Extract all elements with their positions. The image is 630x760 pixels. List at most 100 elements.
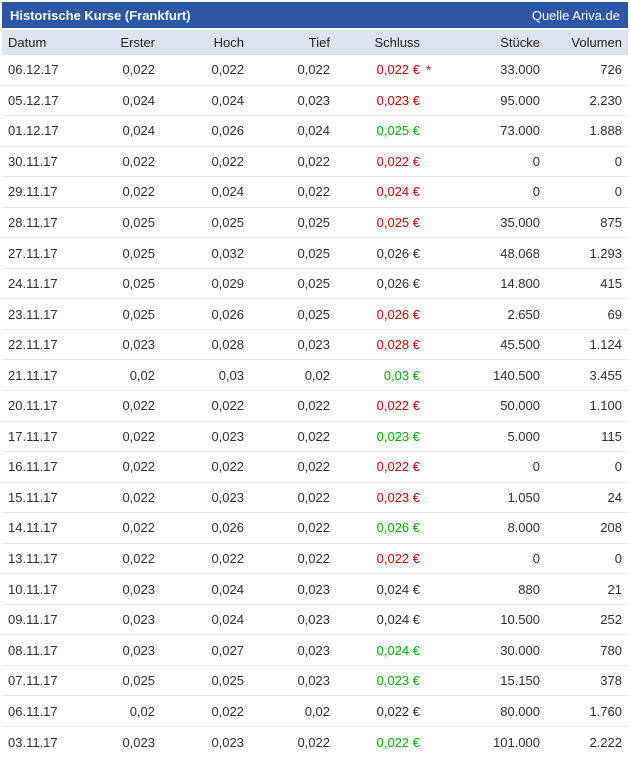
cell-tief: 0,022 (297, 489, 330, 505)
cell-erster: 0,025 (122, 306, 155, 322)
cell-datum: 28.11.17 (8, 215, 58, 230)
cell-erster: 0,022 (122, 184, 155, 200)
cell-volumen: 1.760 (589, 703, 622, 719)
cell-datum: 03.11.17 (8, 734, 58, 750)
cell-volumen: 2.222 (589, 734, 622, 750)
cell-erster: 0,023 (122, 612, 155, 628)
cell-tief: 0,022 (297, 398, 330, 414)
table-row: 13.11.17 0,022 0,022 0,022 0,022 € 0 0 (2, 543, 628, 575)
column-header-hoch: Hoch (213, 35, 244, 50)
table-row: 09.11.17 0,023 0,024 0,023 0,024 € 10.500 252 (2, 604, 628, 636)
column-header-volumen: Volumen (571, 35, 622, 50)
cell-tief: 0,023 (297, 337, 330, 353)
cell-stuecke: 50.000 (500, 398, 540, 414)
table-row: 21.11.17 0,02 0,03 0,02 0,03 € 140.500 3.455 (2, 360, 628, 392)
cell-stuecke: 0 (532, 459, 540, 475)
cell-erster: 0,025 (122, 245, 155, 261)
cell-volumen: 3.455 (589, 367, 622, 383)
cell-volumen: 21 (607, 581, 622, 597)
table-row: 24.11.17 0,025 0,029 0,025 0,026 € 14.800 415 (2, 268, 628, 300)
column-header-erster: Erster (120, 35, 155, 50)
cell-tief: 0,024 (297, 123, 330, 139)
cell-volumen: 1.293 (589, 245, 622, 261)
cell-datum: 23.11.17 (8, 306, 58, 322)
page-title: Historische Kurse (Frankfurt) (10, 7, 191, 23)
column-header-datum: Datum (8, 35, 47, 50)
cell-erster: 0,025 (122, 276, 155, 292)
cell-tief: 0,023 (297, 581, 330, 597)
cell-hoch: 0,028 (211, 337, 244, 353)
cell-stuecke: 2.650 (507, 306, 540, 322)
cell-volumen: 0 (614, 551, 622, 567)
cell-datum: 07.11.17 (8, 673, 58, 689)
cell-stuecke: 10.500 (500, 612, 540, 628)
cell-schluss: 0,026 € (376, 520, 420, 536)
cell-schluss: 0,025 € (376, 215, 420, 230)
cell-tief: 0,022 (297, 520, 330, 536)
table-row: 28.11.17 0,025 0,025 0,025 0,025 € 35.000 875 (2, 207, 628, 239)
titlebar: Historische Kurse (Frankfurt) Quelle Ari… (2, 2, 628, 28)
cell-schluss: 0,024 € (376, 581, 420, 597)
cell-datum: 22.11.17 (8, 337, 58, 353)
source-label: Quelle Ariva.de (531, 7, 620, 23)
table-row: 06.12.17 0,022 0,022 0,022 0,022 € * 33.000 726 (2, 55, 628, 86)
column-header-schluss: Schluss (374, 35, 420, 50)
cell-volumen: 378 (600, 673, 622, 689)
cell-stuecke: 8.000 (507, 520, 540, 536)
cell-schluss: 0,03 € (383, 367, 420, 383)
cell-hoch: 0,025 (211, 673, 244, 689)
cell-tief: 0,025 (297, 276, 330, 292)
cell-schluss: 0,022 € (376, 734, 420, 750)
cell-schluss: 0,028 € (376, 337, 420, 353)
cell-erster: 0,02 (129, 367, 155, 383)
table-row: 27.11.17 0,025 0,032 0,025 0,026 € 48.068 1.29… (2, 238, 628, 269)
cell-schluss: 0,026 € (376, 245, 420, 261)
cell-stuecke: 880 (518, 581, 540, 597)
cell-hoch: 0,024 (211, 184, 244, 200)
table-row: 20.11.17 0,022 0,022 0,022 0,022 € 50.000 1.10… (2, 391, 628, 422)
table-row: 29.11.17 0,022 0,024 0,022 0,024 € 0 0 (2, 177, 628, 208)
cell-tief: 0,022 (297, 734, 330, 750)
cell-erster: 0,023 (122, 734, 155, 750)
cell-tief: 0,022 (297, 153, 330, 169)
cell-datum: 15.11.17 (8, 489, 58, 505)
cell-schluss: 0,022 € (376, 703, 420, 719)
cell-tief: 0,023 (297, 92, 330, 108)
cell-stuecke: 14.800 (500, 276, 540, 292)
cell-stuecke: 0 (532, 551, 540, 567)
cell-volumen: 1.888 (589, 123, 622, 139)
cell-erster: 0,023 (122, 337, 155, 353)
table-row: 15.11.17 0,022 0,023 0,022 0,023 € 1.050 24 (2, 482, 628, 514)
cell-volumen: 0 (614, 184, 622, 200)
cell-datum: 13.11.17 (8, 551, 58, 567)
cell-schluss: 0,025 € (376, 123, 420, 139)
cell-hoch: 0,027 (211, 642, 244, 658)
cell-stuecke: 73.000 (500, 123, 540, 139)
cell-datum: 21.11.17 (8, 367, 58, 383)
cell-datum: 06.12.17 (8, 62, 59, 78)
cell-datum: 20.11.17 (8, 398, 58, 414)
cell-stuecke: 95.000 (500, 92, 540, 108)
cell-erster: 0,023 (122, 642, 155, 658)
cell-hoch: 0,023 (211, 734, 244, 750)
cell-stuecke: 30.000 (500, 642, 540, 658)
cell-volumen: 0 (614, 459, 622, 475)
cell-stuecke: 101.000 (493, 734, 540, 750)
cell-erster: 0,025 (122, 215, 155, 230)
cell-erster: 0,022 (122, 153, 155, 169)
table-row: 30.11.17 0,022 0,022 0,022 0,022 € 0 0 (2, 146, 628, 178)
cell-schluss: 0,026 € (376, 276, 420, 292)
cell-hoch: 0,029 (211, 276, 244, 292)
cell-schluss: 0,024 € (376, 184, 420, 200)
cell-datum: 29.11.17 (8, 184, 58, 200)
cell-volumen: 208 (600, 520, 622, 536)
cell-hoch: 0,026 (211, 123, 244, 139)
cell-datum: 17.11.17 (8, 428, 58, 444)
cell-datum: 06.11.17 (8, 703, 58, 719)
cell-hoch: 0,023 (211, 428, 244, 444)
cell-stuecke: 35.000 (500, 215, 540, 230)
cell-stuecke: 15.150 (500, 673, 540, 689)
cell-stuecke: 0 (532, 184, 540, 200)
cell-datum: 01.12.17 (8, 123, 59, 139)
cell-datum: 08.11.17 (8, 642, 58, 658)
